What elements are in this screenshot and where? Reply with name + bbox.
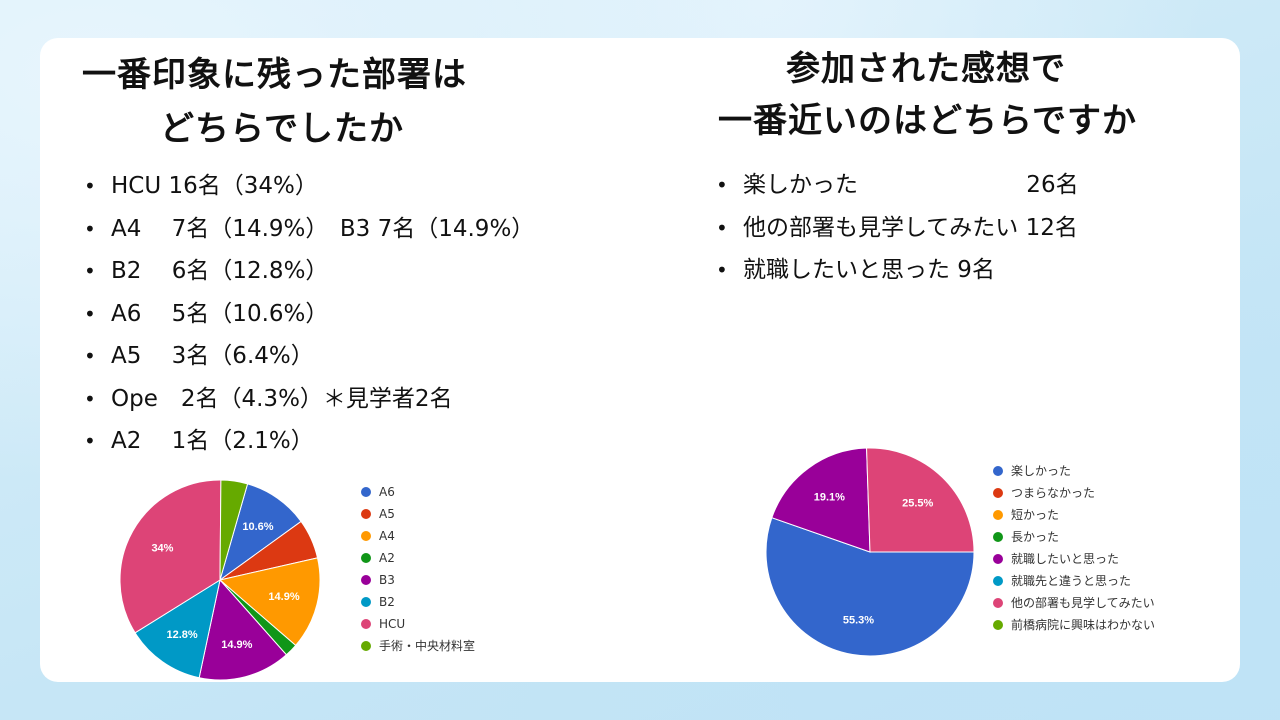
stat-item: A4 7名（14.9%） B3 7名（14.9%）: [84, 208, 534, 251]
legend-label: 楽しかった: [1011, 464, 1071, 478]
pie-slice-4: [771, 447, 871, 553]
legend-swatch: [993, 598, 1003, 608]
pie-slice-7: [219, 479, 249, 581]
pie-slice-label: 55.3%: [843, 615, 874, 627]
legend-label: A6: [379, 485, 395, 499]
pie-slice-label: 14.9%: [268, 591, 299, 603]
pie-slice-2: [218, 557, 321, 647]
legend-swatch: [993, 620, 1003, 630]
right-question-title-line1: 参加された感想で: [786, 49, 1066, 89]
legend-label: 他の部署も見学してみたい: [1011, 595, 1155, 610]
legend-label: つまらなかった: [1011, 486, 1095, 500]
pie-slice-label: 19.1%: [814, 492, 845, 504]
legend-label: 前橋病院に興味はわかない: [1011, 617, 1155, 632]
legend-label: 就職したいと思った: [1011, 552, 1119, 566]
right-question-title-line2: 一番近いのはどちらですか: [718, 101, 1137, 141]
legend-label: HCU: [379, 617, 405, 631]
stat-item: B2 6名（12.8%）: [84, 250, 534, 293]
pie-slice-4: [198, 578, 288, 681]
legend-label: 長かった: [1011, 530, 1059, 544]
legend-label: 就職先と違うと思った: [1011, 574, 1131, 588]
department-stats-list: HCU 16名（34%） A4 7名（14.9%） B3 7名（14.9%） B…: [84, 165, 534, 463]
legend-swatch: [993, 488, 1003, 498]
legend-label: 短かった: [1011, 508, 1059, 522]
legend-swatch: [993, 554, 1003, 564]
legend-label: A5: [379, 507, 395, 521]
pie-slice-label: 14.9%: [221, 639, 252, 651]
pie-slice-5: [134, 578, 221, 679]
left-question-title-line2: どちらでしたか: [160, 109, 404, 149]
pie-slice-label: 10.6%: [242, 521, 273, 533]
legend-swatch: [993, 466, 1003, 476]
stat-item: A2 1名（2.1%）: [84, 420, 534, 463]
stat-item: A5 3名（6.4%）: [84, 335, 534, 378]
left-question-title-line1: 一番印象に残った部署は: [82, 55, 467, 95]
legend-label: A2: [379, 551, 395, 565]
pie-slice-6: [119, 479, 222, 634]
legend-swatch: [361, 509, 371, 519]
legend-swatch: [993, 532, 1003, 542]
pie-slice-6: [866, 447, 975, 553]
impression-stats-list: 楽しかった 26名 他の部署も見学してみたい 12名 就職したいと思った 9名: [716, 164, 1079, 292]
legend-swatch: [361, 553, 371, 563]
stat-item: 就職したいと思った 9名: [716, 249, 1079, 292]
legend-swatch: [361, 619, 371, 629]
legend-label: B2: [379, 595, 395, 609]
legend-swatch: [361, 597, 371, 607]
legend-swatch: [361, 641, 371, 651]
stat-item: A6 5名（10.6%）: [84, 293, 534, 336]
legend-label: 手術・中央材料室: [379, 638, 475, 653]
legend-swatch: [361, 575, 371, 585]
stat-item: Ope 2名（4.3%）＊見学者2名: [84, 378, 534, 421]
stat-item: HCU 16名（34%）: [84, 165, 534, 208]
pie-slice-label: 25.5%: [902, 498, 933, 510]
legend-swatch: [361, 531, 371, 541]
legend-swatch: [993, 576, 1003, 586]
pie-slice-label: 12.8%: [166, 629, 197, 641]
legend-swatch: [361, 487, 371, 497]
stat-item: 他の部署も見学してみたい 12名: [716, 207, 1079, 250]
legend-label: A4: [379, 529, 395, 543]
legend-label: B3: [379, 573, 395, 587]
pie-slice-label: 34%: [151, 543, 173, 555]
legend-swatch: [993, 510, 1003, 520]
stat-item: 楽しかった 26名: [716, 164, 1079, 207]
department-pie-chart: 10.6% A6 A5 14.9% A4 A2 14.9% B3 12.8% B2 34% HCU 手術…: [119, 479, 475, 681]
